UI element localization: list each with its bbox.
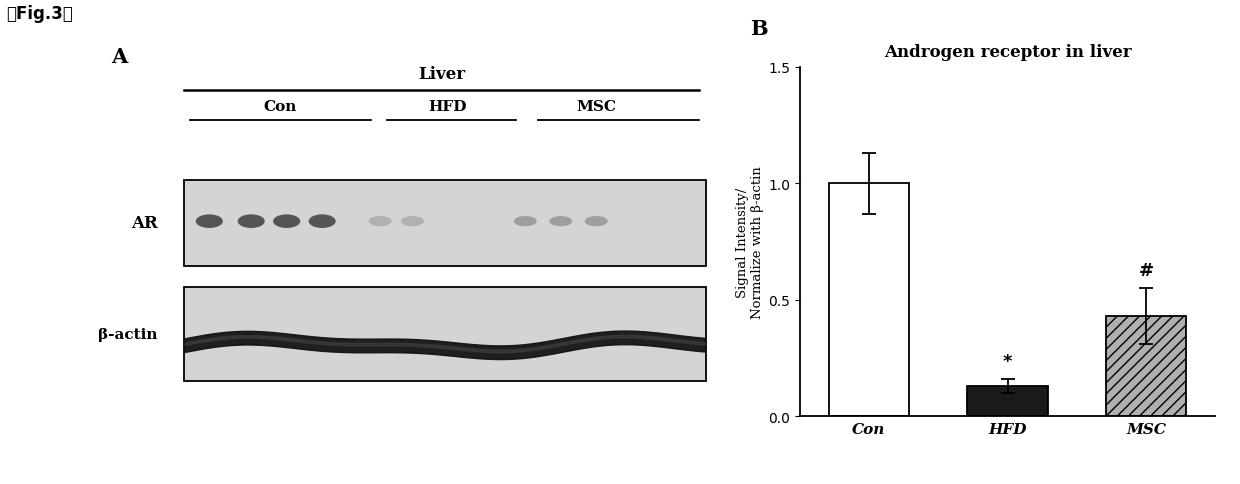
Bar [1106,317,1187,416]
Text: β-actin: β-actin [98,327,157,341]
Ellipse shape [513,217,537,227]
Ellipse shape [238,215,265,228]
Ellipse shape [401,217,424,227]
Ellipse shape [273,215,300,228]
Ellipse shape [196,215,223,228]
Text: A: A [110,46,128,67]
Text: HFD: HFD [429,100,467,114]
Title: Androgen receptor in liver: Androgen receptor in liver [884,44,1131,60]
Ellipse shape [309,215,336,228]
Text: Con: Con [264,100,296,114]
Text: *: * [1003,352,1012,370]
Text: #: # [1138,261,1153,279]
Ellipse shape [368,217,392,227]
Bar [967,386,1048,416]
Text: B: B [750,19,768,39]
Text: AR: AR [131,215,157,232]
Ellipse shape [585,217,608,227]
Text: 【Fig.3】: 【Fig.3】 [6,5,73,23]
FancyBboxPatch shape [184,181,706,266]
Ellipse shape [549,217,572,227]
Text: MSC: MSC [577,100,616,114]
Y-axis label: Signal Intensity/
Normalize with β-actin: Signal Intensity/ Normalize with β-actin [735,166,764,318]
Text: Liver: Liver [418,66,465,83]
Bar [828,184,909,416]
FancyBboxPatch shape [184,287,706,381]
